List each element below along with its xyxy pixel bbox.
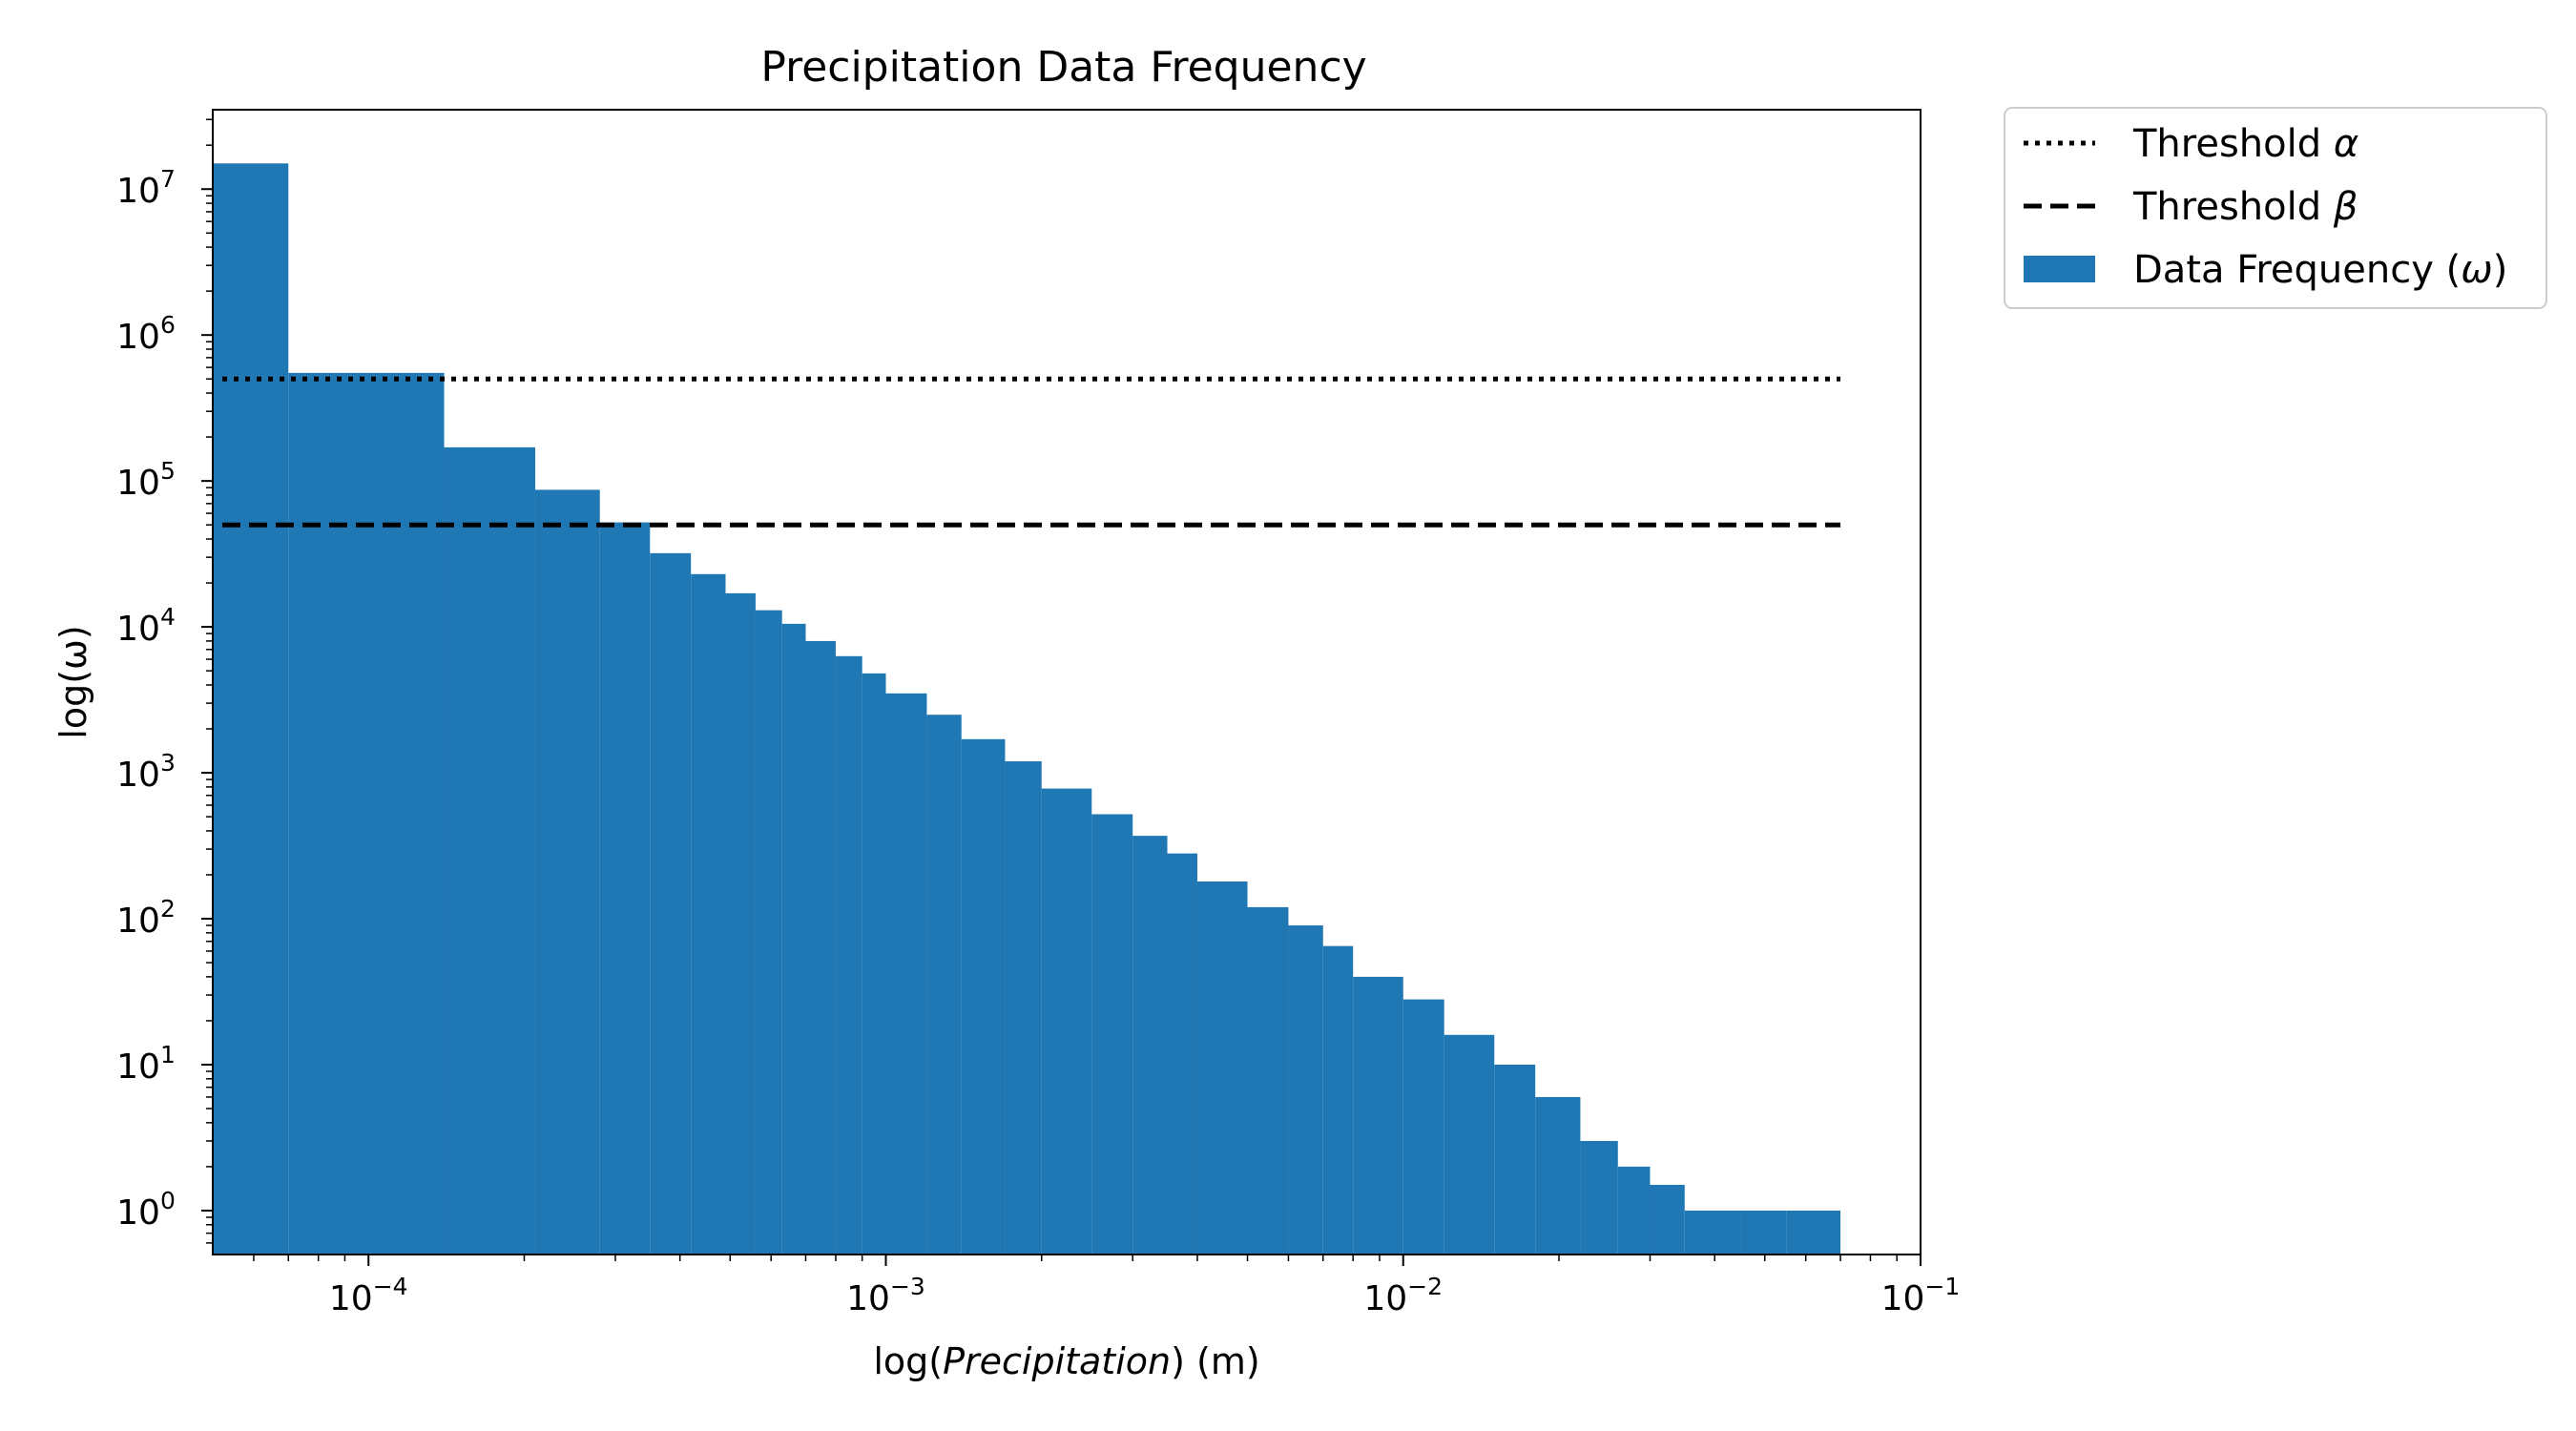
histogram-bar-29 (1535, 1096, 1581, 1255)
y-axis-ticks: 100 101 102 103 104 105 106 107 (116, 118, 213, 1244)
x-axis-ticks: 10−4 10−3 10−2 10−1 (253, 1255, 1961, 1318)
histogram-bar-10 (805, 640, 836, 1255)
y-tick-label-5: 105 (116, 457, 176, 503)
x-tick-label-2: 10−2 (1363, 1273, 1443, 1318)
histogram-bar-21 (1196, 881, 1248, 1255)
legend-swatch-data-frequency (2024, 256, 2095, 282)
histogram-bars (213, 163, 1840, 1255)
x-axis-label: log(Precipitation) (m) (873, 1340, 1259, 1382)
plot-frame (212, 109, 1922, 1255)
histogram-bar-31 (1617, 1166, 1651, 1255)
y-axis-label: log(ω) (52, 625, 94, 738)
histogram-bar-28 (1494, 1064, 1536, 1255)
legend-label-0: Threshold α (2132, 122, 2358, 166)
histogram-bar-18 (1091, 814, 1133, 1255)
legend-label-2: Data Frequency (ω) (2133, 248, 2507, 292)
legend-box (2004, 107, 2547, 309)
x-tick-label-0: 10−4 (329, 1273, 408, 1318)
histogram-bar-7 (725, 592, 756, 1255)
legend-label-1: Threshold β (2132, 185, 2358, 229)
y-tick-label-7: 107 (116, 165, 176, 211)
y-tick-label-4: 104 (116, 603, 176, 649)
histogram-bar-2 (444, 446, 535, 1255)
legend: Threshold α Threshold β Data Frequency (ω) (2004, 107, 2547, 309)
histogram-bar-19 (1132, 836, 1168, 1255)
histogram-bar-3 (534, 489, 600, 1255)
histogram-bar-35 (1786, 1210, 1840, 1255)
chart-title: Precipitation Data Frequency (760, 43, 1366, 92)
legend-entries: Threshold α Threshold β Data Frequency (ω) (2024, 122, 2507, 292)
histogram-bar-0 (213, 163, 289, 1255)
histogram-bar-14 (926, 715, 962, 1255)
y-tick-label-1: 101 (116, 1041, 176, 1087)
histogram-bar-32 (1650, 1185, 1685, 1255)
histogram-bar-8 (755, 610, 782, 1255)
histogram-bar-15 (961, 738, 1006, 1255)
x-axis-label-suffix: ) (m) (1171, 1340, 1260, 1382)
histogram-bar-24 (1322, 945, 1354, 1255)
histogram-bar-30 (1580, 1140, 1618, 1255)
y-tick-label-2: 102 (116, 895, 176, 941)
y-tick-label-3: 103 (116, 749, 176, 795)
x-axis-label-prefix: log( (873, 1340, 943, 1382)
histogram-bar-12 (862, 673, 886, 1255)
histogram-bar-13 (885, 693, 927, 1255)
histogram-bar-34 (1740, 1210, 1787, 1255)
histogram-bar-1 (288, 372, 445, 1255)
histogram-bar-4 (599, 522, 651, 1255)
histogram-bar-9 (781, 623, 806, 1255)
histogram-bar-6 (691, 573, 726, 1255)
threshold-lines (222, 376, 1840, 528)
x-axis-label-variable: Precipitation (943, 1340, 1171, 1382)
x-tick-label-3: 10−1 (1881, 1273, 1961, 1318)
histogram-bar-11 (835, 655, 862, 1255)
histogram-bar-16 (1005, 760, 1042, 1255)
y-tick-label-6: 106 (116, 311, 176, 357)
histogram-bar-20 (1167, 853, 1197, 1255)
histogram-bar-33 (1684, 1210, 1741, 1255)
histogram-bar-25 (1353, 976, 1403, 1255)
histogram-bar-17 (1041, 788, 1092, 1255)
x-tick-label-1: 10−3 (846, 1273, 925, 1318)
histogram-bar-26 (1402, 999, 1444, 1255)
y-tick-label-0: 100 (116, 1187, 176, 1233)
histogram-bar-5 (650, 552, 692, 1255)
histogram-bar-23 (1288, 925, 1323, 1255)
histogram-bar-22 (1247, 906, 1289, 1255)
histogram-bar-27 (1444, 1034, 1495, 1255)
